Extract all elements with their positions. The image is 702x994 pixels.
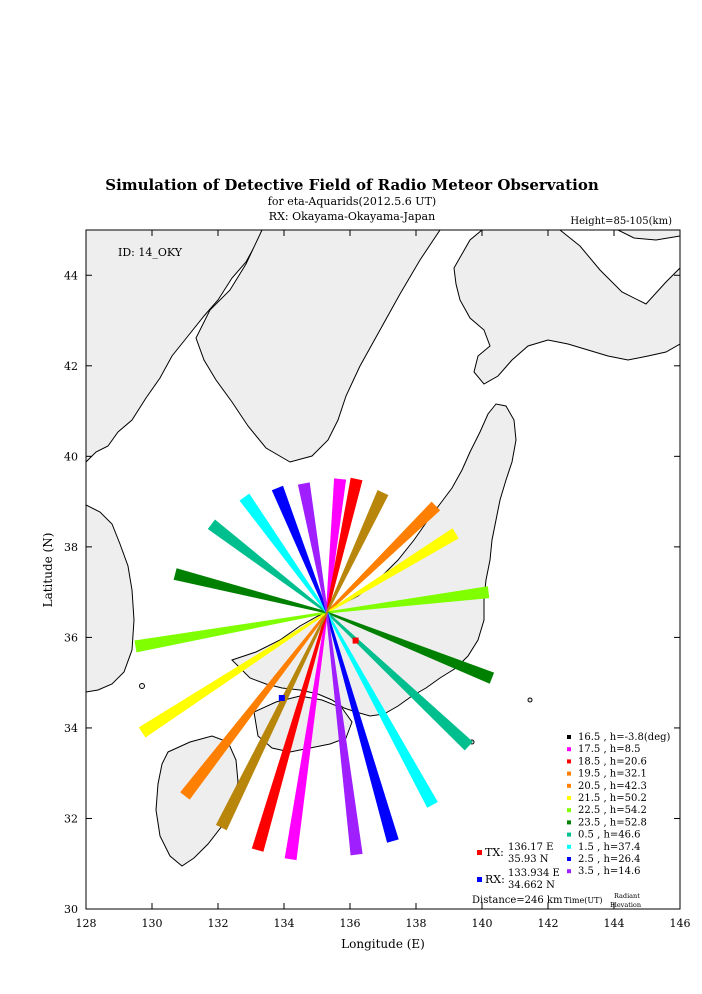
legend-entry: 23.5 , h=52.8 xyxy=(578,817,647,828)
distance-label: Distance=246 km xyxy=(472,895,563,906)
y-tick-label: 34 xyxy=(64,722,78,735)
tx-station-marker xyxy=(352,637,359,644)
meteor-strand xyxy=(326,528,459,614)
rx-station-marker xyxy=(278,694,285,701)
map-layer xyxy=(86,230,680,867)
plot-frame xyxy=(85,229,681,910)
meteor-strands xyxy=(134,477,495,861)
meteor-strand xyxy=(325,477,363,613)
meteor-strand xyxy=(134,611,328,653)
y-tick-label: 38 xyxy=(64,541,78,554)
x-tick-label: 144 xyxy=(604,917,625,930)
x-tick-label: 134 xyxy=(274,917,295,930)
y-axis-label: Latitude (N) xyxy=(41,533,55,608)
island-2 xyxy=(527,697,533,703)
legend-footer-radiant: Radiant xyxy=(614,892,640,900)
legend-entry: 18.5 , h=20.6 xyxy=(578,756,647,767)
meteor-strand xyxy=(326,611,495,684)
legend-swatch xyxy=(567,857,571,861)
x-tick-label: 128 xyxy=(76,917,97,930)
y-axis-ticks: 30 32 34 36 38 40 42 44 xyxy=(64,269,680,916)
chart-subtitle-rx: RX: Okayama-Okayama-Japan xyxy=(269,210,435,223)
legend-swatch xyxy=(567,783,571,788)
legend-swatch xyxy=(567,832,571,837)
russia-coast xyxy=(195,230,441,463)
legend-swatch xyxy=(567,820,571,825)
meteor-strand xyxy=(326,490,389,613)
y-tick-label: 44 xyxy=(64,269,78,282)
legend-entry: 20.5 , h=42.3 xyxy=(578,781,647,792)
meteor-strand xyxy=(207,519,328,614)
legend-entry: 22.5 , h=54.2 xyxy=(578,805,647,816)
meteor-strand xyxy=(326,611,473,751)
id-label: ID: 14_OKY xyxy=(118,246,183,259)
sakhalin-landmass xyxy=(617,230,680,241)
legend-entry: 19.5 , h=32.1 xyxy=(578,769,647,780)
legend-swatch xyxy=(567,747,571,752)
meteor-strand xyxy=(271,485,328,613)
legend-footer-time: Time(UT) xyxy=(564,896,603,905)
legend: 16.5 , h=-3.8(deg)17.5 , h=8.518.5 , h=2… xyxy=(567,732,671,877)
meteor-strand xyxy=(325,478,347,613)
tx-lon: 136.17 E xyxy=(508,842,553,853)
island-3 xyxy=(139,683,145,689)
legend-swatch xyxy=(567,869,571,874)
legend-swatch xyxy=(567,771,571,776)
height-note: Height=85-105(km) xyxy=(570,216,672,227)
meteor-strand xyxy=(173,568,328,614)
legend-entry: 3.5 , h=14.6 xyxy=(578,866,641,877)
y-tick-label: 36 xyxy=(64,631,78,644)
station-markers xyxy=(278,637,359,701)
meteor-strand xyxy=(326,586,490,614)
x-axis-label: Longitude (E) xyxy=(341,937,425,951)
legend-swatch xyxy=(567,808,571,813)
meteor-strand xyxy=(251,612,328,852)
meteor-strand xyxy=(325,612,363,856)
legend-entry: 21.5 , h=50.2 xyxy=(578,793,647,804)
legend-entry: 17.5 , h=8.5 xyxy=(578,744,641,755)
meteor-strand xyxy=(326,501,440,614)
meteor-strand xyxy=(284,612,328,861)
legend-entry: 16.5 , h=-3.8(deg) xyxy=(578,732,671,743)
korea-south-landmass xyxy=(86,504,135,693)
x-tick-label: 138 xyxy=(406,917,427,930)
rx-legend-swatch xyxy=(477,877,482,882)
x-tick-label: 132 xyxy=(208,917,229,930)
meteor-strand xyxy=(215,612,328,831)
legend-swatch xyxy=(567,735,571,739)
y-tick-label: 40 xyxy=(64,450,78,463)
tx-lat: 35.93 N xyxy=(508,854,549,865)
legend-swatch xyxy=(567,844,571,849)
x-tick-label: 142 xyxy=(538,917,559,930)
legend-footer-elevation: Elevation xyxy=(610,901,641,909)
x-tick-label: 130 xyxy=(142,917,163,930)
y-tick-label: 32 xyxy=(64,812,78,825)
tx-legend-swatch xyxy=(477,850,482,855)
legend-swatch xyxy=(567,796,571,800)
chart-title: Simulation of Detective Field of Radio M… xyxy=(105,176,599,194)
meteor-strand xyxy=(138,611,328,738)
rx-lon: 133.934 E xyxy=(508,868,560,879)
legend-swatch xyxy=(567,759,571,764)
meteor-strand xyxy=(239,493,328,614)
rx-label: RX: xyxy=(485,873,505,886)
x-tick-label: 146 xyxy=(670,917,691,930)
legend-entry: 2.5 , h=26.4 xyxy=(578,854,641,865)
tx-label: TX: xyxy=(485,846,504,859)
x-tick-label: 136 xyxy=(340,917,361,930)
rx-lat: 34.662 N xyxy=(508,880,555,891)
meteor-strand xyxy=(180,611,328,800)
meteor-strand xyxy=(325,612,399,843)
meteor-strand xyxy=(326,612,438,808)
chart-subtitle-event: for eta-Aquarids(2012.5.6 UT) xyxy=(268,195,436,208)
x-tick-label: 140 xyxy=(472,917,493,930)
y-tick-label: 42 xyxy=(64,360,78,373)
x-axis-ticks: 128 130 132 134 136 138 140 142 144 146 xyxy=(76,230,691,930)
y-tick-label: 30 xyxy=(64,903,78,916)
hokkaido-landmass xyxy=(453,230,680,385)
legend-entry: 1.5 , h=37.4 xyxy=(578,842,641,853)
meteor-strand xyxy=(297,482,328,613)
legend-entry: 0.5 , h=46.6 xyxy=(578,830,641,841)
